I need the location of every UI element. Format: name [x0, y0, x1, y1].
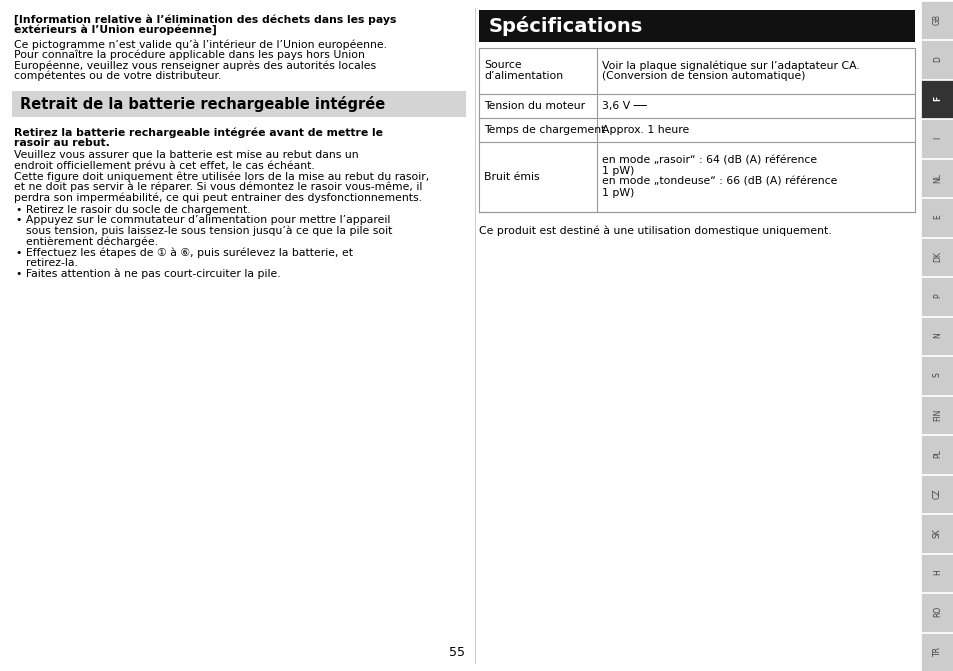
Text: endroit officiellement prévu à cet effet, le cas échéant.: endroit officiellement prévu à cet effet…: [14, 161, 314, 171]
Bar: [920, 317, 953, 355]
Bar: [920, 554, 953, 592]
Bar: [920, 435, 953, 474]
Text: rasoir au rebut.: rasoir au rebut.: [14, 138, 110, 148]
Text: P: P: [932, 294, 941, 299]
Text: 3,6 V ──: 3,6 V ──: [601, 101, 646, 111]
Text: et ne doit pas servir à le réparer. Si vous démontez le rasoir vous-même, il: et ne doit pas servir à le réparer. Si v…: [14, 182, 422, 193]
Text: Bruit émis: Bruit émis: [483, 172, 539, 182]
Text: retirez-la.: retirez-la.: [26, 258, 78, 268]
Text: Approx. 1 heure: Approx. 1 heure: [601, 125, 688, 135]
Bar: [920, 396, 953, 434]
Text: CZ: CZ: [932, 488, 941, 499]
Text: GB: GB: [932, 14, 941, 25]
Text: RO: RO: [932, 606, 941, 617]
Text: Voir la plaque signalétique sur l’adaptateur CA.: Voir la plaque signalétique sur l’adapta…: [601, 60, 859, 71]
Text: en mode „tondeuse“ : 66 (dB (A) référence: en mode „tondeuse“ : 66 (dB (A) référenc…: [601, 177, 837, 187]
Text: • Appuyez sur le commutateur d’alimentation pour mettre l’appareil: • Appuyez sur le commutateur d’alimentat…: [16, 215, 390, 225]
Bar: [12, 91, 465, 117]
Text: PL: PL: [932, 450, 941, 458]
Text: entièrement déchargée.: entièrement déchargée.: [26, 236, 158, 247]
Bar: [920, 514, 953, 553]
Text: DK: DK: [932, 251, 941, 262]
Text: 1 pW): 1 pW): [601, 187, 634, 197]
Text: 55: 55: [449, 646, 464, 659]
Bar: [920, 593, 953, 631]
Text: H: H: [932, 570, 941, 575]
Text: Tension du moteur: Tension du moteur: [483, 101, 584, 111]
Text: Temps de chargement: Temps de chargement: [483, 125, 605, 135]
Text: en mode „rasoir“ : 64 (dB (A) référence: en mode „rasoir“ : 64 (dB (A) référence: [601, 156, 817, 166]
Text: S: S: [932, 372, 941, 377]
Text: compétentes ou de votre distributeur.: compétentes ou de votre distributeur.: [14, 70, 221, 81]
Text: • Faites attention à ne pas court-circuiter la pile.: • Faites attention à ne pas court-circui…: [16, 268, 280, 278]
Bar: [478, 10, 914, 42]
Text: TR: TR: [932, 646, 941, 656]
Text: • Effectuez les étapes de ① à ⑥, puis surélevez la batterie, et: • Effectuez les étapes de ① à ⑥, puis su…: [16, 247, 353, 258]
Text: d’alimentation: d’alimentation: [483, 71, 562, 81]
Text: F: F: [932, 96, 941, 101]
Text: Pour connaître la procédure applicable dans les pays hors Union: Pour connaître la procédure applicable d…: [14, 50, 364, 60]
Bar: [920, 356, 953, 395]
Text: (Conversion de tension automatique): (Conversion de tension automatique): [601, 71, 804, 81]
Bar: [920, 80, 953, 118]
Text: sous tension, puis laissez-le sous tension jusqu’à ce que la pile soit: sous tension, puis laissez-le sous tensi…: [26, 226, 392, 236]
Text: NL: NL: [932, 172, 941, 183]
Text: Retirez la batterie rechargeable intégrée avant de mettre le: Retirez la batterie rechargeable intégré…: [14, 127, 382, 138]
Text: N: N: [932, 333, 941, 338]
Text: extérieurs à l’Union européenne]: extérieurs à l’Union européenne]: [14, 25, 216, 36]
Text: Source: Source: [483, 60, 521, 70]
Text: I: I: [932, 137, 941, 140]
Bar: [920, 277, 953, 316]
Text: Veuillez vous assurer que la batterie est mise au rebut dans un: Veuillez vous assurer que la batterie es…: [14, 150, 358, 160]
Text: perdra son imperméabilité, ce qui peut entrainer des dysfonctionnements.: perdra son imperméabilité, ce qui peut e…: [14, 193, 421, 203]
Text: • Retirez le rasoir du socle de chargement.: • Retirez le rasoir du socle de chargeme…: [16, 205, 251, 215]
Text: E: E: [932, 215, 941, 219]
Text: Cette figure doit uniquement être utilisée lors de la mise au rebut du rasoir,: Cette figure doit uniquement être utilis…: [14, 171, 429, 182]
Bar: [920, 1, 953, 40]
Bar: [920, 633, 953, 671]
Text: [Information relative à l’élimination des déchets dans les pays: [Information relative à l’élimination de…: [14, 14, 395, 25]
Text: SK: SK: [932, 528, 941, 537]
Text: Européenne, veuillez vous renseigner auprès des autorités locales: Européenne, veuillez vous renseigner aup…: [14, 60, 375, 70]
Bar: [920, 474, 953, 513]
Text: Ce produit est destiné à une utilisation domestique uniquement.: Ce produit est destiné à une utilisation…: [478, 226, 831, 236]
Text: Ce pictogramme n’est valide qu’à l’intérieur de l’Union européenne.: Ce pictogramme n’est valide qu’à l’intér…: [14, 39, 387, 50]
Text: FIN: FIN: [932, 408, 941, 421]
Text: Spécifications: Spécifications: [489, 16, 642, 36]
Bar: [920, 159, 953, 197]
Text: 1 pW): 1 pW): [601, 166, 634, 176]
Text: D: D: [932, 56, 941, 62]
Bar: [920, 199, 953, 237]
Bar: [920, 238, 953, 276]
Bar: [920, 119, 953, 158]
Bar: [920, 40, 953, 79]
Bar: [478, 48, 914, 212]
Text: Retrait de la batterie rechargeable intégrée: Retrait de la batterie rechargeable inté…: [20, 96, 385, 112]
